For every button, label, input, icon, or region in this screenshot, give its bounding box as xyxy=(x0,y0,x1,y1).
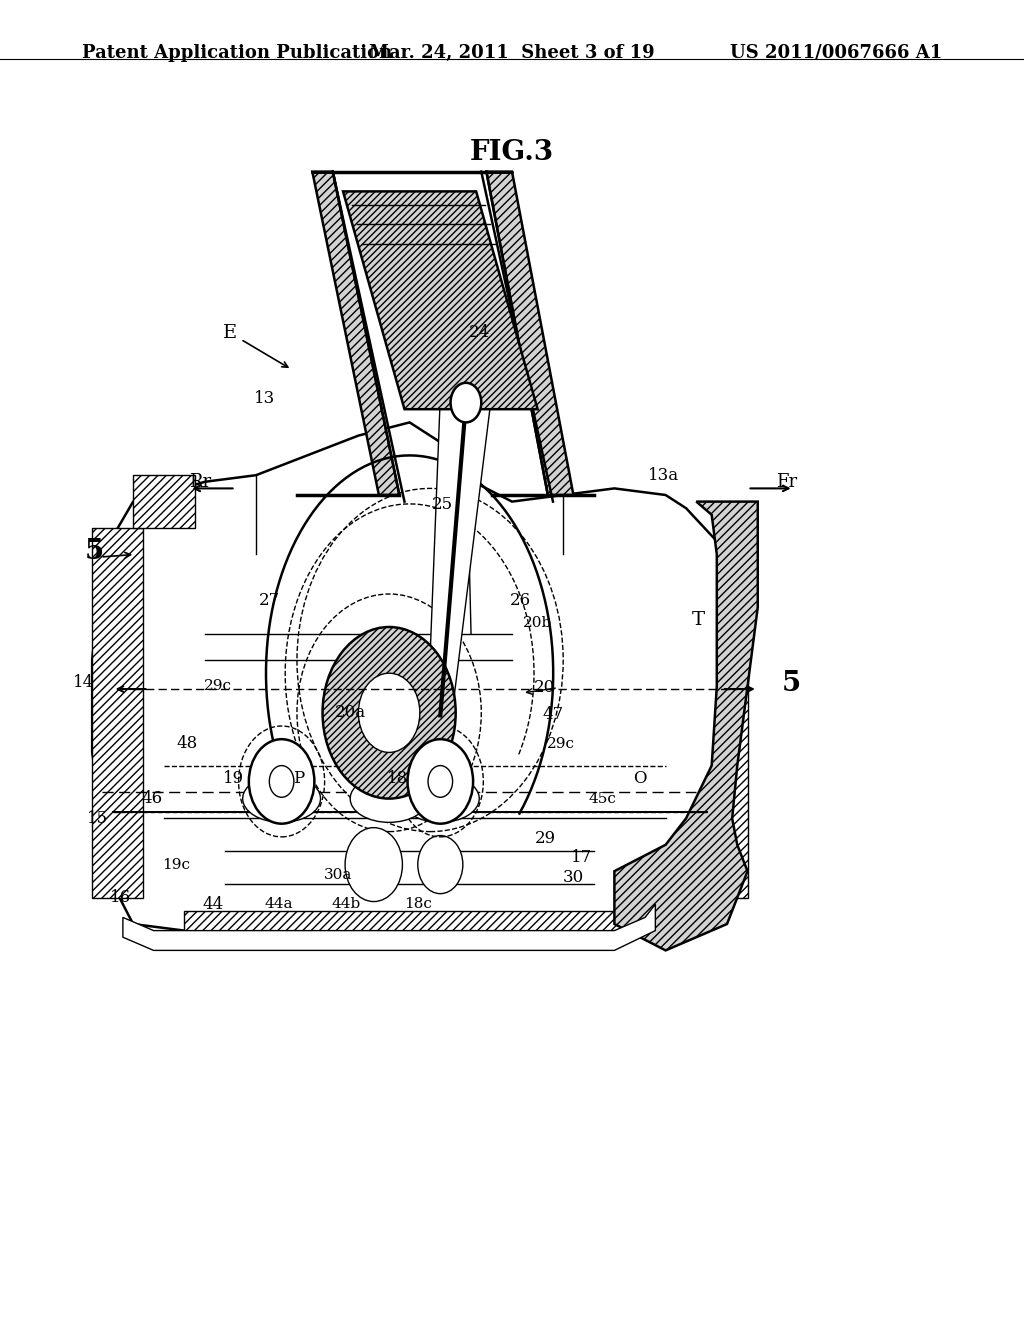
Text: 26: 26 xyxy=(510,593,530,609)
Text: 15: 15 xyxy=(87,810,108,826)
Polygon shape xyxy=(614,502,758,950)
Polygon shape xyxy=(343,191,538,409)
Polygon shape xyxy=(184,911,635,931)
Text: E: E xyxy=(223,323,238,342)
Text: 44b: 44b xyxy=(332,898,360,911)
Text: 20: 20 xyxy=(535,680,555,696)
Polygon shape xyxy=(312,172,399,495)
Text: 30a: 30a xyxy=(324,869,352,882)
Text: 29: 29 xyxy=(536,830,556,846)
Text: 44a: 44a xyxy=(264,898,293,911)
Text: 20a: 20a xyxy=(335,705,366,721)
Polygon shape xyxy=(92,528,143,898)
Text: Mar. 24, 2011  Sheet 3 of 19: Mar. 24, 2011 Sheet 3 of 19 xyxy=(370,44,654,62)
Text: 18: 18 xyxy=(387,771,408,787)
Circle shape xyxy=(345,828,402,902)
Text: 44: 44 xyxy=(203,896,223,912)
Text: 16: 16 xyxy=(111,890,131,906)
Text: 25: 25 xyxy=(432,496,453,512)
Circle shape xyxy=(358,673,420,752)
Polygon shape xyxy=(717,528,748,898)
Text: 18c: 18c xyxy=(403,898,432,911)
Circle shape xyxy=(428,766,453,797)
Text: 46: 46 xyxy=(141,791,162,807)
Polygon shape xyxy=(428,396,492,709)
Polygon shape xyxy=(486,172,573,495)
Text: Patent Application Publication: Patent Application Publication xyxy=(82,44,392,62)
Circle shape xyxy=(451,383,481,422)
Text: 17: 17 xyxy=(571,850,592,866)
Circle shape xyxy=(418,836,463,894)
Text: P: P xyxy=(294,771,304,787)
Circle shape xyxy=(408,739,473,824)
Text: 45c: 45c xyxy=(588,792,616,805)
Text: 5: 5 xyxy=(782,671,801,697)
Text: 13: 13 xyxy=(254,391,274,407)
Text: 5: 5 xyxy=(85,539,103,565)
Text: US 2011/0067666 A1: US 2011/0067666 A1 xyxy=(730,44,942,62)
Text: 13a: 13a xyxy=(648,467,679,483)
Polygon shape xyxy=(92,422,748,944)
Text: 24: 24 xyxy=(469,325,489,341)
Text: 27: 27 xyxy=(259,593,280,609)
Ellipse shape xyxy=(350,775,428,822)
Text: 19: 19 xyxy=(223,771,244,787)
Text: Fr: Fr xyxy=(776,473,797,491)
Polygon shape xyxy=(123,904,655,950)
Ellipse shape xyxy=(401,775,479,822)
Text: O: O xyxy=(633,771,647,787)
Text: 29c: 29c xyxy=(204,680,232,693)
Text: 14: 14 xyxy=(74,675,94,690)
Circle shape xyxy=(269,766,294,797)
Text: 20b: 20b xyxy=(523,616,552,630)
Polygon shape xyxy=(133,475,195,528)
Circle shape xyxy=(323,627,456,799)
Text: 19c: 19c xyxy=(162,858,190,871)
Text: 30: 30 xyxy=(563,870,584,886)
Text: FIG.3: FIG.3 xyxy=(470,139,554,165)
Ellipse shape xyxy=(243,775,321,822)
Text: Rr: Rr xyxy=(188,473,211,491)
Text: 47: 47 xyxy=(543,706,563,722)
Text: T: T xyxy=(692,611,705,630)
Text: 48: 48 xyxy=(177,735,198,751)
Text: 29c: 29c xyxy=(547,738,575,751)
Circle shape xyxy=(249,739,314,824)
